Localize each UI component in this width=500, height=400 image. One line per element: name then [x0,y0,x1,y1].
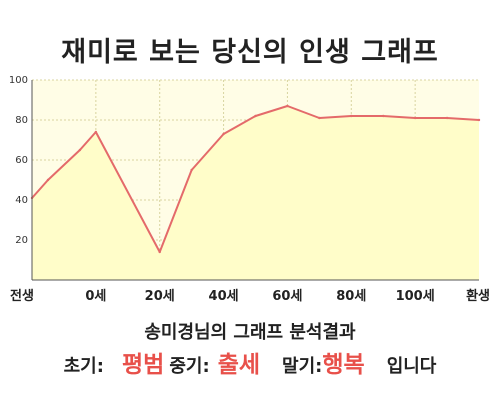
y-tick-label: 80 [15,115,28,126]
late-value: 행복 [322,352,365,378]
x-tick-label: 0세 [85,289,106,304]
page-title: 재미로 보는 당신의 인생 그래프 [61,37,439,68]
life-graph-chart: 20 40 60 80 100 전생 0세 20세 40세 60세 80세 100세 환생 [9,75,490,304]
x-tick-label: 100세 [396,289,435,304]
data-point [477,118,481,122]
late-label: 말기: [282,356,323,377]
data-point [286,104,289,108]
y-tick-label: 20 [15,235,28,246]
data-point [350,114,353,118]
x-tick-label: 20세 [145,289,175,304]
data-point [190,168,193,172]
ending-text: 입니다 [386,356,437,377]
data-point [318,116,321,120]
data-point [222,132,225,136]
data-point [382,114,385,118]
x-tick-label: 60세 [272,289,302,304]
y-tick-label: 40 [15,195,28,206]
series-area [32,106,479,280]
early-value: 평범 [121,352,165,378]
y-tick-label: 100 [9,75,28,86]
middle-label: 중기: [169,356,210,377]
x-tick-label: 환생 [466,288,490,304]
y-tick-label: 60 [15,155,28,166]
x-tick-label: 전생 [10,288,34,304]
analysis-result: 초기: 평범 중기: 출세 말기:행복 입니다 [0,345,500,379]
x-tick-label: 40세 [209,289,239,304]
data-point [445,116,449,120]
data-point [46,178,50,182]
data-point [413,116,417,120]
analysis-heading: 송미경님의 그래프 분석결과 [144,322,356,343]
middle-value: 출세 [217,352,261,378]
data-point [94,130,98,134]
data-point [254,114,257,118]
x-tick-label: 80세 [336,289,366,304]
early-label: 초기: [63,356,104,377]
data-point [158,250,161,254]
data-point [78,148,82,152]
